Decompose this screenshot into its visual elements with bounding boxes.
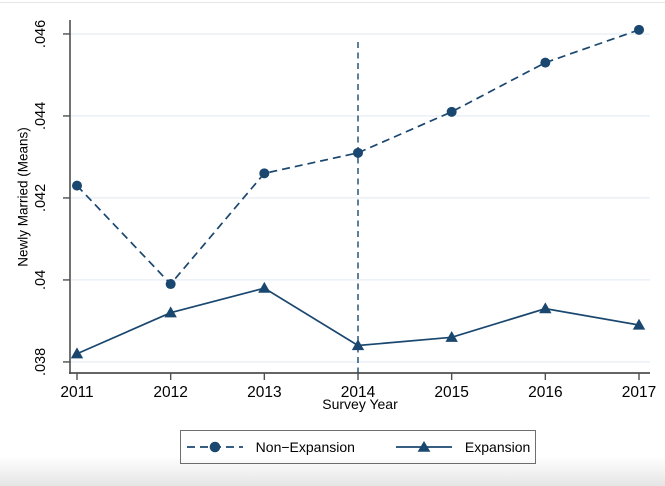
marker-expansion-2015 — [445, 331, 458, 342]
legend-label-non-expansion: Non−Expansion — [255, 439, 355, 455]
marker-non-expansion-2011 — [72, 180, 82, 191]
marker-non-expansion-2016 — [540, 57, 551, 68]
marker-non-expansion-2017 — [634, 24, 644, 35]
legend-entry-non-expansion: Non−Expansion — [186, 439, 355, 455]
legend-sample-dashed-circle-icon — [186, 441, 243, 453]
marker-expansion-2011 — [70, 347, 84, 359]
marker-non-expansion-2014 — [353, 147, 363, 158]
x-tick-label: 2014 — [341, 384, 376, 401]
marker-expansion-2016 — [539, 302, 552, 314]
legend-label-expansion: Expansion — [464, 439, 531, 455]
x-tick-label: 2013 — [247, 384, 281, 401]
y-tick-label: .044 — [33, 102, 49, 130]
marker-non-expansion-2012 — [165, 279, 176, 290]
legend: Non−Expansion Expansion — [180, 430, 536, 464]
marker-expansion-2013 — [258, 281, 271, 293]
x-axis-title: Survey Year — [322, 396, 398, 412]
x-tick-label: 2017 — [622, 384, 656, 401]
bottom-edge-shadow — [0, 456, 665, 486]
top-edge-divider — [0, 2, 665, 3]
y-tick-label: .042 — [33, 184, 49, 212]
legend-sample-solid-triangle-icon — [395, 441, 452, 452]
marker-non-expansion-2013 — [259, 168, 270, 179]
x-tick-label: 2015 — [434, 384, 468, 401]
marker-non-expansion-2015 — [446, 106, 457, 117]
x-tick-label: 2011 — [60, 384, 93, 401]
x-tick-label: 2012 — [153, 384, 187, 401]
marker-expansion-2017 — [632, 318, 646, 330]
y-tick-label: .038 — [33, 348, 49, 376]
marker-expansion-2012 — [164, 306, 177, 318]
marker-expansion-2014 — [351, 339, 365, 351]
y-tick-label: .046 — [33, 20, 49, 48]
x-tick-label: 2016 — [528, 384, 562, 401]
legend-entry-expansion: Expansion — [395, 439, 530, 455]
y-axis-title: Newly Married (Means) — [15, 127, 31, 267]
y-tick-label: .04 — [33, 270, 49, 290]
